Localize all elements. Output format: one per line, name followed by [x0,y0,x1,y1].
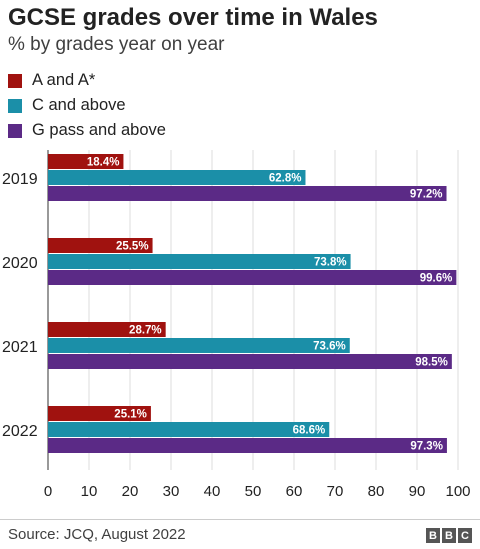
x-tick-label: 70 [327,483,344,500]
bar [48,186,447,201]
data-label: 98.5% [415,357,448,369]
bbc-logo-letter: B [426,528,440,543]
x-tick-label: 90 [409,483,426,500]
bar [48,354,452,369]
data-label: 99.6% [420,273,453,285]
bar [48,406,151,421]
data-label: 28.7% [129,325,162,337]
footer-divider [0,519,480,520]
legend-swatch [8,98,22,113]
bbc-logo-letter: C [458,528,472,543]
chart-title: GCSE grades over time in Wales [8,4,378,31]
source-note: Source: JCQ, August 2022 [8,526,186,543]
bar-chart: 0 10 20 30 40 50 60 70 80 90 100 2019 18.4% 62.8% 97.2… [2,150,471,500]
bar [48,322,166,337]
x-tick-label: 100 [445,483,470,500]
legend-item-g-pass-and-above: G pass and above [8,118,166,143]
bar [48,154,124,169]
x-tick-label: 30 [163,483,180,500]
data-label: 73.8% [314,257,347,269]
x-tick-label: 40 [204,483,221,500]
bar [48,238,153,253]
category-label: 2020 [2,255,38,272]
category-label: 2019 [2,171,38,188]
data-label: 62.8% [269,173,302,185]
legend-label: A and A* [32,71,96,89]
bar [48,254,351,269]
x-tick-label: 10 [81,483,98,500]
x-tick-label: 80 [368,483,385,500]
bar [48,270,457,285]
data-label: 18.4% [87,157,120,169]
x-tick-label: 60 [286,483,303,500]
legend-label: G pass and above [32,121,166,139]
data-label: 68.6% [293,425,326,437]
legend-label: C and above [32,96,126,114]
legend: A and A* C and above G pass and above [8,68,166,143]
category-label: 2022 [2,423,38,440]
x-tick-label: 50 [245,483,262,500]
legend-item-c-and-above: C and above [8,93,166,118]
data-label: 97.3% [410,441,443,453]
data-label: 25.1% [114,409,147,421]
legend-swatch [8,73,22,88]
data-label: 97.2% [410,189,443,201]
data-label: 25.5% [116,241,149,253]
data-label: 73.6% [313,341,346,353]
bar [48,170,306,185]
legend-swatch [8,123,22,138]
x-tick-label: 20 [122,483,139,500]
legend-item-a-and-a-star: A and A* [8,68,166,93]
bar [48,422,330,437]
bar [48,438,447,453]
chart-subtitle: % by grades year on year [8,34,225,55]
bbc-logo: B B C [426,528,472,543]
category-label: 2021 [2,339,38,356]
x-tick-label: 0 [44,483,52,500]
bbc-logo-letter: B [442,528,456,543]
bar [48,338,350,353]
